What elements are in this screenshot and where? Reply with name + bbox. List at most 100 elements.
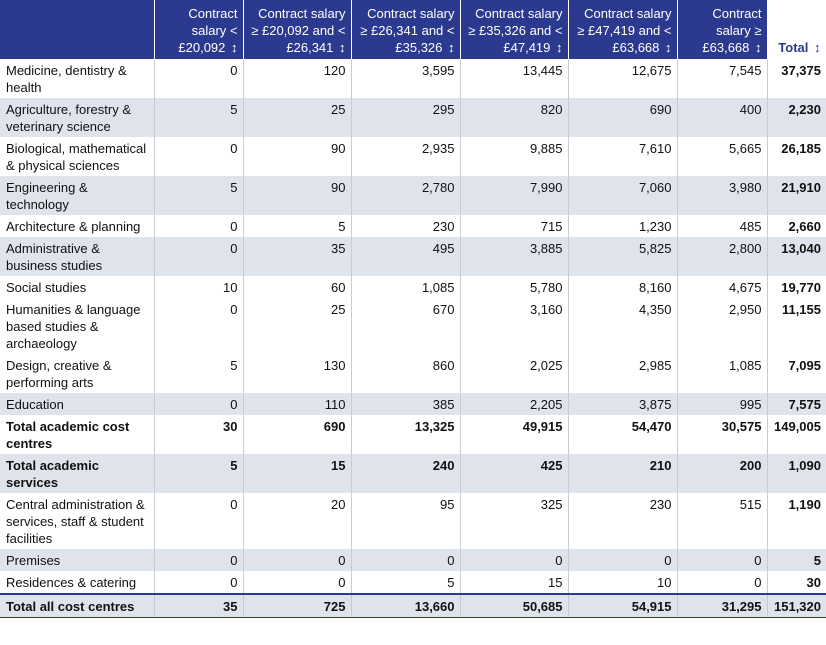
cell-value: 4,350 (568, 298, 678, 354)
cell-value: 670 (351, 298, 461, 354)
sort-icon: ↕ (814, 40, 821, 55)
cell-value: 2,950 (677, 298, 768, 354)
row-label: Total all cost centres (0, 593, 155, 618)
cell-value: 5 (154, 454, 244, 493)
row-label: Humanities & language based studies & ar… (0, 298, 155, 354)
table-row: Total all cost centres 35 725 13,660 50,685 5… (0, 593, 826, 618)
cell-value: 30,575 (677, 415, 768, 454)
cell-value: 690 (243, 415, 352, 454)
cell-value: 13,660 (351, 593, 461, 618)
cell-value: 725 (243, 593, 352, 618)
column-header-under-20092[interactable]: Contract salary < £20,092 ↕ (154, 0, 244, 59)
row-total: 7,575 (766, 393, 826, 415)
row-total: 19,770 (766, 276, 826, 298)
cell-value: 9,885 (460, 137, 569, 176)
row-label: Total academic services (0, 454, 155, 493)
cell-value: 400 (677, 98, 768, 137)
table-row: Social studies 10 60 1,085 5,780 8,160 4,675 19… (0, 276, 826, 298)
cell-value: 230 (351, 215, 461, 237)
cell-value: 13,325 (351, 415, 461, 454)
cell-value: 485 (677, 215, 768, 237)
column-header-over-63668[interactable]: Contract salary ≥ £63,668 ↕ (677, 0, 768, 59)
cell-value: 10 (568, 571, 678, 594)
cell-value: 0 (154, 137, 244, 176)
salary-table: Contract salary < £20,092 ↕ Contract salar… (0, 0, 826, 618)
cell-value: 25 (243, 298, 352, 354)
cell-value: 515 (677, 493, 768, 549)
row-label: Residences & catering (0, 571, 155, 594)
cell-value: 3,980 (677, 176, 768, 215)
column-header-47419-63668[interactable]: Contract salary ≥ £47,419 and < £63,668 ↕ (568, 0, 678, 59)
cell-value: 7,610 (568, 137, 678, 176)
cell-value: 7,060 (568, 176, 678, 215)
cell-value: 13,445 (460, 59, 569, 98)
row-label: Social studies (0, 276, 155, 298)
cell-value: 3,160 (460, 298, 569, 354)
cell-value: 995 (677, 393, 768, 415)
table-row: Residences & catering 0 0 5 15 10 0 30 (0, 571, 826, 594)
cell-value: 8,160 (568, 276, 678, 298)
cell-value: 0 (154, 393, 244, 415)
table-row: Architecture & planning 0 5 230 715 1,230 485 2… (0, 215, 826, 237)
cell-value: 15 (243, 454, 352, 493)
sort-icon: ↕ (755, 40, 762, 55)
column-header-26341-35326[interactable]: Contract salary ≥ £26,341 and < £35,326 ↕ (351, 0, 461, 59)
header-corner (0, 0, 155, 59)
table-row: Premises 0 0 0 0 0 0 5 (0, 549, 826, 571)
sort-icon: ↕ (339, 40, 346, 55)
cell-value: 5 (243, 215, 352, 237)
cell-value: 0 (154, 59, 244, 98)
cell-value: 2,800 (677, 237, 768, 276)
cell-value: 5,780 (460, 276, 569, 298)
cell-value: 31,295 (677, 593, 768, 618)
cell-value: 0 (154, 215, 244, 237)
cell-value: 1,230 (568, 215, 678, 237)
cell-value: 1,085 (351, 276, 461, 298)
cell-value: 54,915 (568, 593, 678, 618)
cell-value: 0 (460, 549, 569, 571)
cell-value: 5 (154, 98, 244, 137)
cell-value: 860 (351, 354, 461, 393)
cell-value: 210 (568, 454, 678, 493)
cell-value: 2,985 (568, 354, 678, 393)
cell-value: 0 (243, 571, 352, 594)
cell-value: 5,665 (677, 137, 768, 176)
sort-icon: ↕ (448, 40, 455, 55)
cell-value: 7,545 (677, 59, 768, 98)
sort-icon: ↕ (665, 40, 672, 55)
cell-value: 35 (154, 593, 244, 618)
row-label: Premises (0, 549, 155, 571)
row-label: Total academic cost centres (0, 415, 155, 454)
cell-value: 95 (351, 493, 461, 549)
cell-value: 295 (351, 98, 461, 137)
row-total: 21,910 (766, 176, 826, 215)
row-total: 151,320 (766, 593, 826, 618)
cell-value: 325 (460, 493, 569, 549)
cell-value: 7,990 (460, 176, 569, 215)
cell-value: 495 (351, 237, 461, 276)
header-row: Contract salary < £20,092 ↕ Contract salar… (0, 0, 826, 59)
cell-value: 130 (243, 354, 352, 393)
cell-value: 4,675 (677, 276, 768, 298)
cell-value: 0 (154, 571, 244, 594)
column-header-20092-26341[interactable]: Contract salary ≥ £20,092 and < £26,341 ↕ (243, 0, 352, 59)
cell-value: 60 (243, 276, 352, 298)
cell-value: 230 (568, 493, 678, 549)
cell-value: 0 (568, 549, 678, 571)
table-body: Medicine, dentistry & health 0 120 3,595 13,… (0, 59, 826, 618)
row-total: 2,230 (766, 98, 826, 137)
row-label: Architecture & planning (0, 215, 155, 237)
column-header-total[interactable]: Total ↕ (766, 0, 826, 59)
cell-value: 240 (351, 454, 461, 493)
row-total: 1,190 (766, 493, 826, 549)
cell-value: 0 (351, 549, 461, 571)
row-label: Medicine, dentistry & health (0, 59, 155, 98)
row-total: 7,095 (766, 354, 826, 393)
cell-value: 2,780 (351, 176, 461, 215)
row-total: 13,040 (766, 237, 826, 276)
column-header-35326-47419[interactable]: Contract salary ≥ £35,326 and < £47,419 ↕ (460, 0, 569, 59)
cell-value: 425 (460, 454, 569, 493)
row-label: Education (0, 393, 155, 415)
row-label: Administrative & business studies (0, 237, 155, 276)
table-row: Engineering & technology 5 90 2,780 7,990 7,0… (0, 176, 826, 215)
